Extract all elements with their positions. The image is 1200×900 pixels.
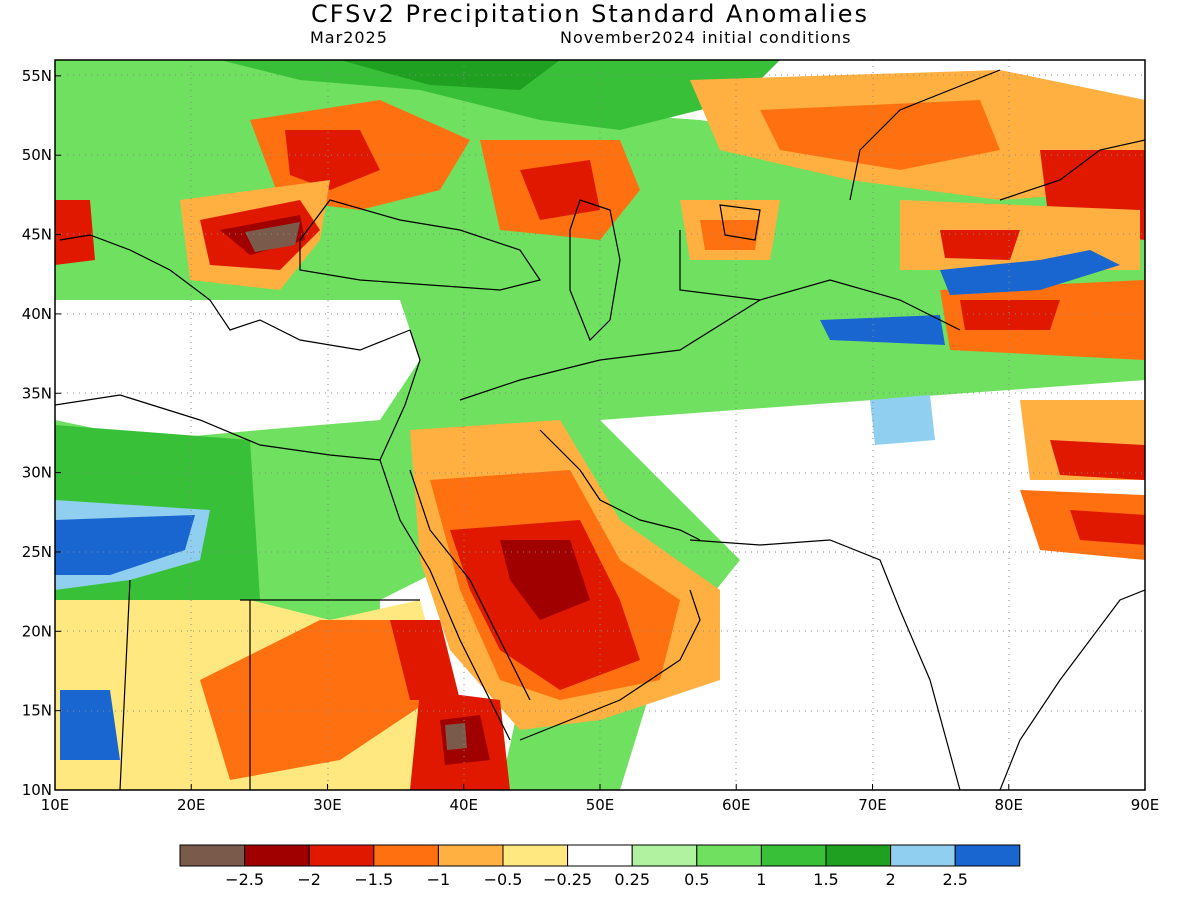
legend-label: 2.5 <box>942 870 967 889</box>
x-tick-label: 70E <box>858 796 887 814</box>
x-tick-label: 20E <box>177 796 206 814</box>
y-tick-label: 55N <box>22 67 52 85</box>
x-tick-label: 50E <box>586 796 615 814</box>
x-tick-label: 40E <box>449 796 478 814</box>
initial-conditions: November2024 initial conditions <box>560 28 852 47</box>
y-tick-label: 25N <box>22 543 52 561</box>
legend-label: −0.5 <box>484 870 523 889</box>
legend-swatch <box>437 844 504 867</box>
legend-label: 0.5 <box>684 870 709 889</box>
color-legend: −2.5 −2 −1.5 −1 −0.5 −0.25 0.25 0.5 1 1.5 2 2.5 <box>179 844 1021 889</box>
legend-swatch <box>696 844 762 867</box>
legend-swatch <box>825 844 892 867</box>
y-tick-label: 15N <box>22 702 52 720</box>
x-tick-label: 80E <box>994 796 1023 814</box>
legend-label: 2 <box>886 870 896 889</box>
y-tick-label: 50N <box>22 146 52 164</box>
valid-month: Mar2025 <box>310 28 388 47</box>
x-tick-label: 60E <box>722 796 751 814</box>
legend-swatch <box>890 844 956 867</box>
legend-label: 1.5 <box>813 870 838 889</box>
y-tick-label: 30N <box>22 464 52 482</box>
legend-swatch <box>954 844 1021 867</box>
legend-swatch <box>179 844 246 867</box>
legend-label: −0.25 <box>543 870 592 889</box>
legend-swatch <box>308 844 375 867</box>
anomaly-field <box>55 60 1145 790</box>
legend-swatch <box>373 844 439 867</box>
x-tick-label: 30E <box>313 796 342 814</box>
x-tick-label: 90E <box>1131 796 1160 814</box>
legend-label: −1 <box>427 870 451 889</box>
legend-label: −2.5 <box>225 870 264 889</box>
legend-label: −1.5 <box>354 870 393 889</box>
legend-swatch <box>631 844 698 867</box>
y-tick-label: 35N <box>22 384 52 402</box>
y-tick-label: 45N <box>22 226 52 244</box>
legend-label: −2 <box>297 870 321 889</box>
legend-swatch <box>567 844 633 867</box>
legend-label: 0.25 <box>614 870 650 889</box>
legend-swatch <box>502 844 569 867</box>
legend-swatch <box>760 844 827 867</box>
legend-label: 1 <box>756 870 766 889</box>
y-tick-label: 20N <box>22 622 52 640</box>
map-title: CFSv2 Precipitation Standard Anomalies <box>311 0 869 28</box>
coastlines <box>55 69 1145 790</box>
legend-swatch <box>244 844 310 867</box>
y-tick-label: 10N <box>22 781 52 799</box>
y-tick-label: 40N <box>22 305 52 323</box>
y-axis: 10N 15N 20N 25N 30N 35N 40N 45N 50N 55N <box>22 67 61 799</box>
x-axis: 10E 20E 30E 40E 50E 60E 70E 80E 90E <box>41 784 1160 814</box>
x-tick-label: 10E <box>41 796 70 814</box>
